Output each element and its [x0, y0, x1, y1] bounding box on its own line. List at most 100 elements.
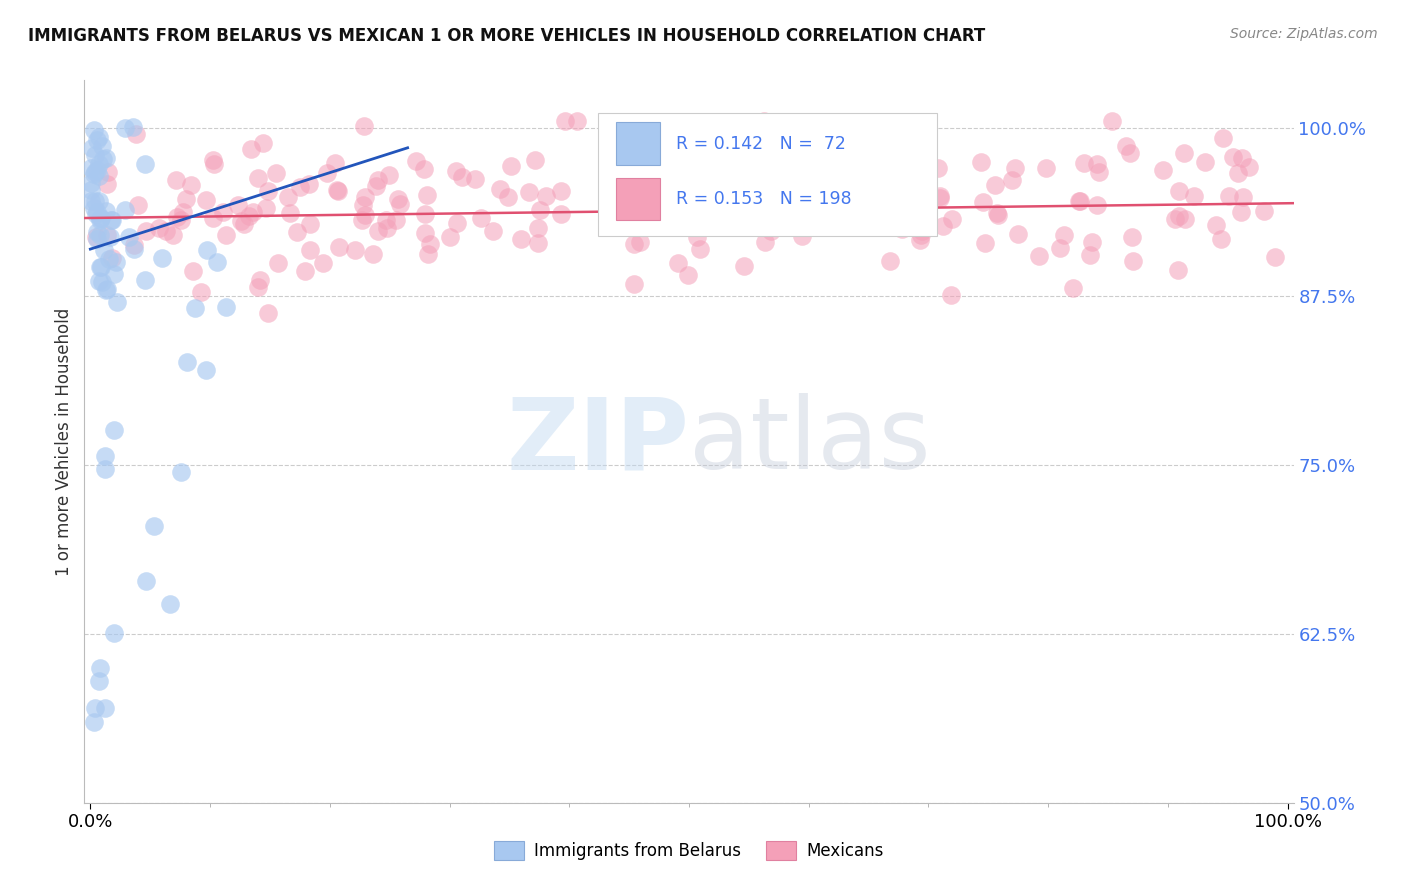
Point: [101, 213, 124, 227]
Point: [277, 190, 299, 204]
Point: [315, 166, 337, 180]
Point: [446, 216, 468, 230]
Point: [987, 208, 1010, 222]
Point: [215, 227, 238, 242]
Point: [122, 238, 145, 252]
Point: [80, 161, 103, 176]
Point: [1007, 227, 1029, 241]
Point: [103, 626, 125, 640]
Point: [1101, 113, 1123, 128]
Point: [1049, 242, 1071, 256]
Point: [1078, 248, 1101, 262]
Point: [527, 221, 550, 235]
Point: [986, 206, 1008, 220]
Point: [1080, 235, 1102, 249]
Point: [1222, 150, 1244, 164]
Point: [911, 224, 934, 238]
Point: [134, 157, 156, 171]
Point: [419, 236, 441, 251]
Point: [97, 252, 120, 267]
Point: [367, 173, 389, 187]
Point: [352, 197, 374, 211]
Point: [170, 465, 193, 479]
Point: [267, 256, 290, 270]
Point: [1230, 205, 1253, 219]
Point: [905, 189, 928, 203]
FancyBboxPatch shape: [599, 112, 936, 235]
Point: [195, 193, 218, 207]
Point: [212, 205, 235, 219]
Point: [446, 163, 468, 178]
Point: [378, 168, 401, 182]
Point: [1226, 166, 1249, 180]
Point: [910, 228, 932, 243]
Point: [929, 189, 952, 203]
Point: [801, 211, 824, 226]
Point: [86, 230, 108, 244]
Point: [1173, 146, 1195, 161]
Point: [375, 213, 398, 227]
Point: [103, 423, 125, 437]
Point: [343, 244, 366, 258]
Point: [1211, 232, 1233, 246]
Point: [450, 169, 472, 184]
Point: [238, 209, 260, 223]
Point: [105, 254, 128, 268]
Point: [246, 171, 269, 186]
Point: [470, 211, 492, 226]
Point: [893, 216, 915, 230]
Point: [97, 165, 120, 179]
Point: [387, 192, 409, 206]
Point: [86, 204, 108, 219]
Point: [941, 211, 963, 226]
Point: [510, 232, 533, 246]
Text: atlas: atlas: [689, 393, 931, 490]
Point: [759, 224, 782, 238]
Point: [666, 255, 689, 269]
Point: [91, 152, 114, 166]
Point: [103, 267, 125, 281]
Point: [810, 178, 832, 193]
Point: [80, 183, 103, 197]
Point: [727, 157, 749, 171]
Point: [856, 202, 879, 217]
Point: [135, 224, 157, 238]
Point: [970, 155, 993, 169]
Point: [845, 181, 868, 195]
Point: [86, 225, 108, 239]
Point: [246, 279, 269, 293]
Point: [1085, 156, 1108, 170]
Text: R = 0.142   N =  72: R = 0.142 N = 72: [676, 135, 845, 153]
Point: [83, 123, 105, 137]
Point: [249, 273, 271, 287]
Text: Source: ZipAtlas.com: Source: ZipAtlas.com: [1230, 27, 1378, 41]
Point: [807, 182, 830, 196]
Point: [628, 235, 651, 249]
Point: [205, 255, 228, 269]
Text: R = 0.153   N = 198: R = 0.153 N = 198: [676, 190, 851, 208]
Point: [901, 215, 924, 229]
Point: [676, 268, 699, 282]
Point: [89, 227, 111, 242]
Point: [745, 210, 768, 224]
Point: [891, 222, 914, 236]
Point: [929, 191, 952, 205]
Point: [148, 221, 170, 235]
Point: [405, 154, 427, 169]
Point: [84, 165, 107, 179]
Point: [1119, 146, 1142, 161]
Point: [908, 233, 931, 247]
Point: [1062, 281, 1084, 295]
Point: [526, 235, 548, 250]
Point: [93, 701, 115, 715]
Point: [232, 217, 254, 231]
Point: [94, 461, 117, 475]
Point: [654, 154, 676, 169]
Point: [82, 140, 104, 154]
Point: [1122, 253, 1144, 268]
Point: [1230, 151, 1253, 165]
Point: [908, 164, 931, 178]
Point: [823, 178, 845, 192]
Point: [481, 224, 503, 238]
Point: [93, 449, 115, 463]
